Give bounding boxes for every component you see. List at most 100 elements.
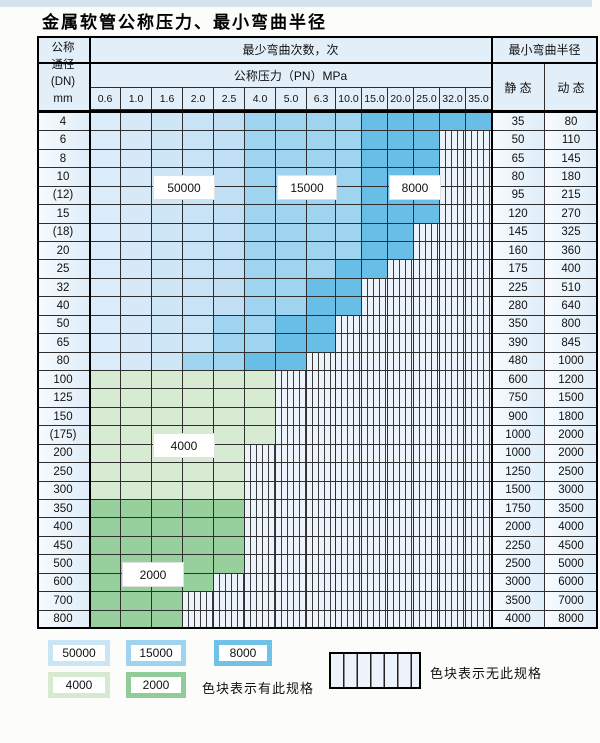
spec-unavailable-hatch-cell [388,536,414,556]
spec-unavailable-hatch-cell [388,371,414,390]
dn-value-cell: 350 [37,500,90,519]
static-radius-value-cell: 1250 [492,463,545,482]
spec-available-cell [152,242,183,261]
legend-no-spec-text: 色块表示无此规格 [430,666,543,681]
spec-unavailable-hatch-cell [466,444,492,464]
spec-unavailable-hatch-cell [362,444,388,464]
spec-available-cell [152,315,183,335]
spec-available-cell [307,315,336,335]
spec-unavailable-hatch-cell [245,444,276,464]
spec-available-cell [336,242,362,261]
spec-unavailable-hatch-cell [440,518,466,537]
static-radius-value-cell: 3000 [492,573,545,593]
spec-unavailable-hatch-cell [388,555,414,574]
spec-available-cell [152,297,183,316]
spec-unavailable-hatch-cell [245,463,276,482]
dn-header-line: mm [53,93,73,105]
spec-unavailable-hatch-cell [388,426,414,445]
spec-available-cell [362,149,388,169]
spec-available-cell [121,407,152,427]
spec-unavailable-hatch-cell [388,573,414,593]
cycle-count-label-4000: 4000 [153,433,215,459]
dn-value-cell: 600 [37,573,90,593]
spec-unavailable-hatch-cell [466,610,492,629]
spec-available-cell [121,592,152,611]
dynamic-radius-value-cell: 4500 [545,536,598,556]
spec-available-cell [183,407,214,427]
spec-unavailable-hatch-cell [307,610,336,629]
spec-available-cell [90,242,121,261]
pressure-col-header: 20.0 [388,88,414,110]
spec-available-cell [90,389,121,408]
spec-available-cell [214,500,245,519]
spec-available-cell [90,352,121,371]
pressure-col-header: 35.0 [466,88,492,110]
spec-unavailable-hatch-cell [440,371,466,390]
spec-available-cell [307,260,336,279]
static-radius-value-cell: 750 [492,389,545,408]
spec-unavailable-hatch-cell [466,223,492,242]
dynamic-radius-value-cell: 145 [545,149,598,169]
spec-unavailable-hatch-cell [466,315,492,335]
page-top-strip [0,0,592,7]
cycle-count-label-50000: 50000 [153,175,215,201]
spec-unavailable-hatch-cell [307,444,336,464]
spec-available-cell [90,371,121,390]
spec-available-cell [388,131,414,150]
spec-available-cell [152,463,183,482]
dn-value-cell: 700 [37,592,90,611]
spec-available-cell [388,223,414,242]
static-radius-value-cell: 2500 [492,555,545,574]
spec-available-cell [276,260,307,279]
spec-available-cell [152,278,183,298]
spec-available-cell [152,260,183,279]
spec-available-cell [121,131,152,150]
spec-unavailable-hatch-cell [276,592,307,611]
spec-available-cell [307,297,336,316]
spec-available-cell [245,407,276,427]
spec-unavailable-hatch-cell [276,444,307,464]
spec-unavailable-hatch-cell [276,426,307,445]
static-radius-value-cell: 2000 [492,518,545,537]
spec-available-cell [90,131,121,150]
spec-unavailable-hatch-cell [307,592,336,611]
dynamic-radius-value-cell: 1200 [545,371,598,390]
spec-unavailable-hatch-cell [414,278,440,298]
dn-header-line: (DN) [50,76,76,88]
spec-available-cell [90,481,121,500]
spec-unavailable-hatch-cell [336,463,362,482]
spec-available-cell [276,149,307,169]
spec-unavailable-hatch-cell [466,481,492,500]
spec-unavailable-hatch-cell [414,573,440,593]
spec-available-cell [152,334,183,353]
spec-unavailable-hatch-cell [440,389,466,408]
spec-available-cell [183,131,214,150]
spec-available-cell [152,536,183,556]
spec-unavailable-hatch-cell [414,481,440,500]
spec-unavailable-hatch-cell [414,389,440,408]
spec-available-cell [183,555,214,574]
legend-swatch-2000: 2000 [126,672,186,698]
dynamic-radius-value-cell: 270 [545,205,598,224]
spec-unavailable-hatch-cell [466,278,492,298]
spec-available-cell [245,168,276,187]
spec-available-cell [214,352,245,371]
legend-swatch-8000-label: 8000 [219,645,267,661]
spec-unavailable-hatch-cell [414,518,440,537]
dn-value-cell: 25 [37,260,90,279]
spec-unavailable-hatch-cell [336,315,362,335]
spec-unavailable-hatch-cell [362,407,388,427]
static-radius-value-cell: 3500 [492,592,545,611]
spec-available-cell [336,113,362,132]
spec-unavailable-hatch-cell [245,592,276,611]
spec-available-cell [214,371,245,390]
spec-unavailable-hatch-cell [466,500,492,519]
spec-unavailable-hatch-cell [388,260,414,279]
spec-available-cell [276,242,307,261]
dynamic-radius-value-cell: 360 [545,242,598,261]
spec-unavailable-hatch-cell [440,223,466,242]
spec-available-cell [245,186,276,206]
spec-available-cell [121,149,152,169]
spec-available-cell [152,610,183,629]
